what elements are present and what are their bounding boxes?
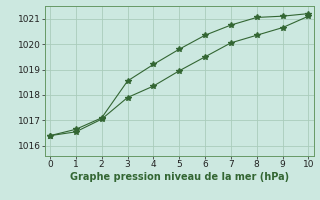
X-axis label: Graphe pression niveau de la mer (hPa): Graphe pression niveau de la mer (hPa) bbox=[70, 172, 289, 182]
